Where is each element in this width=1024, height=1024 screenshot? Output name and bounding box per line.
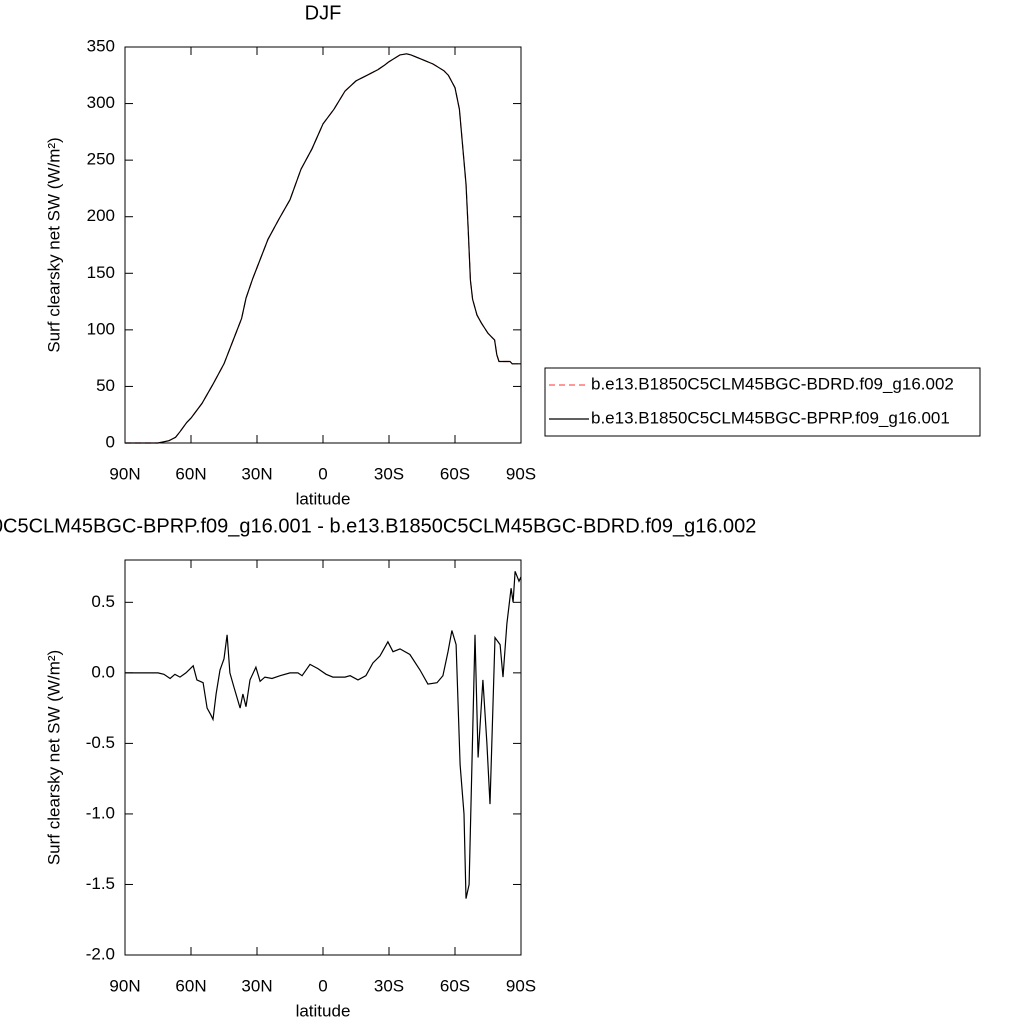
- data-line: [125, 53, 521, 444]
- x-tick-label: 0: [318, 976, 327, 995]
- legend-label: b.e13.B1850C5CLM45BGC-BDRD.f09_g16.002: [591, 374, 954, 393]
- y-axis-label: Surf clearsky net SW (W/m²): [44, 137, 63, 352]
- x-tick-label: 60N: [175, 464, 206, 483]
- data-line: [125, 571, 522, 899]
- y-tick-label: 250: [87, 150, 115, 169]
- x-tick-label: 30N: [241, 464, 272, 483]
- x-tick-label: 90N: [109, 976, 140, 995]
- x-tick-label: 60S: [440, 464, 470, 483]
- x-axis-label: latitude: [296, 1001, 351, 1020]
- y-tick-label: 0.0: [91, 662, 115, 681]
- y-tick-label: 200: [87, 206, 115, 225]
- legend-label: b.e13.B1850C5CLM45BGC-BPRP.f09_g16.001: [591, 408, 950, 427]
- chart-title: b.e13.B1850C5CLM45BGC-BPRP.f09_g16.001 -…: [0, 515, 756, 537]
- y-axis-label: Surf clearsky net SW (W/m²): [44, 650, 63, 865]
- plot-frame: [124, 559, 522, 956]
- x-tick-label: 60S: [440, 976, 470, 995]
- plot-frame: [124, 46, 522, 444]
- x-tick-label: 60N: [175, 976, 206, 995]
- x-axis-label: latitude: [296, 489, 351, 508]
- y-tick-label: 350: [87, 36, 115, 55]
- y-tick-label: -0.5: [86, 733, 115, 752]
- y-tick-label: -2.0: [86, 944, 115, 963]
- y-tick-label: -1.5: [86, 874, 115, 893]
- legend-box: [544, 367, 981, 437]
- data-line: [125, 53, 521, 444]
- x-tick-label: 30N: [241, 976, 272, 995]
- x-tick-label: 0: [318, 464, 327, 483]
- y-tick-label: 50: [96, 376, 115, 395]
- x-tick-label: 90N: [109, 464, 140, 483]
- x-tick-label: 90S: [506, 976, 536, 995]
- x-tick-label: 90S: [506, 464, 536, 483]
- chart-title: DJF: [305, 2, 342, 24]
- y-tick-label: 300: [87, 93, 115, 112]
- y-tick-label: 100: [87, 319, 115, 338]
- y-tick-label: 150: [87, 263, 115, 282]
- x-tick-label: 30S: [374, 464, 404, 483]
- x-tick-label: 30S: [374, 976, 404, 995]
- y-tick-label: 0: [106, 432, 115, 451]
- y-tick-label: -1.0: [86, 803, 115, 822]
- y-tick-label: 0.5: [91, 592, 115, 611]
